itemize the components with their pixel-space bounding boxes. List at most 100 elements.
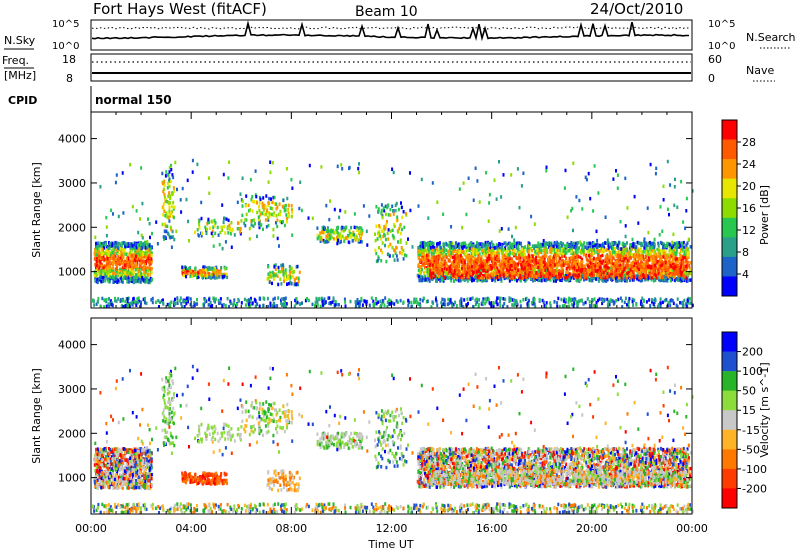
power-cell bbox=[577, 278, 580, 282]
power-cell bbox=[133, 275, 136, 279]
power-cell bbox=[95, 269, 98, 273]
power-cell bbox=[499, 273, 502, 278]
power-cell bbox=[557, 253, 560, 258]
power-cell bbox=[147, 248, 150, 253]
power-cell bbox=[551, 248, 554, 252]
power-cell bbox=[536, 247, 539, 252]
power-cell bbox=[610, 263, 613, 268]
power-cell bbox=[668, 267, 671, 272]
power-cell bbox=[127, 258, 130, 263]
power-cell bbox=[101, 257, 103, 261]
power-cell bbox=[611, 252, 614, 257]
power-cell bbox=[422, 253, 425, 258]
power-cell bbox=[450, 243, 453, 247]
power-cell bbox=[600, 260, 603, 264]
power-cell bbox=[438, 248, 441, 252]
power-cell bbox=[558, 260, 561, 264]
power-cell bbox=[658, 260, 661, 264]
power-cell bbox=[273, 265, 276, 269]
power-cell bbox=[572, 251, 575, 255]
power-cell bbox=[555, 267, 558, 271]
power-cell bbox=[527, 266, 530, 270]
power-cell bbox=[656, 259, 659, 264]
power-cell bbox=[558, 245, 561, 250]
power-cell bbox=[533, 244, 536, 248]
power-cell bbox=[582, 249, 585, 253]
power-cell bbox=[183, 268, 186, 272]
power-cell bbox=[506, 255, 509, 259]
power-cell bbox=[659, 240, 662, 245]
power-cell bbox=[658, 250, 660, 254]
power-cell bbox=[660, 249, 662, 253]
power-cell bbox=[597, 264, 600, 269]
power-cell bbox=[606, 256, 609, 261]
power-cell bbox=[127, 260, 130, 265]
power-cell bbox=[479, 269, 482, 273]
power-cell bbox=[555, 271, 558, 276]
power-cell bbox=[534, 260, 537, 265]
power-cell bbox=[283, 276, 286, 280]
power-cell bbox=[506, 259, 509, 263]
power-cell bbox=[150, 266, 153, 271]
power-cell bbox=[673, 273, 676, 277]
power-cell bbox=[489, 273, 492, 278]
power-cell bbox=[655, 258, 657, 262]
power-cell bbox=[569, 260, 572, 264]
power-cell bbox=[650, 276, 653, 280]
power-cell bbox=[570, 250, 573, 254]
power-cell bbox=[598, 259, 601, 264]
power-cell bbox=[561, 267, 564, 271]
power-cell bbox=[123, 259, 126, 264]
power-cell bbox=[129, 243, 132, 248]
power-cell bbox=[421, 257, 424, 261]
power-cell bbox=[650, 278, 653, 282]
power-cell bbox=[279, 270, 282, 274]
power-cell bbox=[274, 273, 277, 278]
power-cell bbox=[635, 245, 637, 250]
power-cell bbox=[196, 276, 198, 280]
power-cell bbox=[685, 254, 688, 259]
power-cell bbox=[438, 254, 441, 259]
power-cell bbox=[429, 275, 432, 279]
power-cell bbox=[125, 263, 128, 267]
power-cell bbox=[591, 252, 594, 256]
power-cell bbox=[602, 277, 605, 282]
power-cell bbox=[326, 231, 329, 235]
power-cell bbox=[453, 259, 456, 264]
power-cell bbox=[117, 278, 120, 283]
power-cell bbox=[686, 272, 689, 276]
power-cell bbox=[550, 242, 553, 247]
power-cell bbox=[103, 241, 106, 245]
power-cell bbox=[145, 261, 147, 266]
power-cell bbox=[432, 275, 435, 280]
power-cell bbox=[146, 244, 149, 248]
power-cell bbox=[268, 280, 271, 284]
power-cell bbox=[566, 249, 569, 254]
power-cell bbox=[523, 256, 526, 260]
power-cell bbox=[473, 256, 476, 261]
power-cell bbox=[552, 252, 555, 257]
power-cell bbox=[111, 251, 114, 255]
power-cell bbox=[639, 254, 642, 258]
power-cell bbox=[141, 261, 144, 265]
power-cell bbox=[96, 257, 98, 261]
power-cell bbox=[428, 277, 431, 281]
power-cell bbox=[333, 231, 336, 235]
power-cell bbox=[468, 248, 471, 253]
power-cell bbox=[150, 260, 153, 264]
power-cell bbox=[504, 275, 507, 280]
power-cell bbox=[431, 241, 434, 246]
power-cell bbox=[468, 274, 471, 278]
power-cell bbox=[618, 250, 621, 254]
power-cell bbox=[449, 266, 451, 270]
power-cell bbox=[337, 231, 340, 236]
power-cell bbox=[508, 246, 511, 250]
power-cell bbox=[483, 253, 486, 257]
power-cell bbox=[666, 253, 669, 257]
power-cell bbox=[529, 247, 532, 251]
power-cell bbox=[546, 277, 549, 281]
power-cell bbox=[666, 261, 669, 265]
power-cell bbox=[658, 247, 661, 251]
power-cell bbox=[646, 262, 649, 266]
power-cell bbox=[424, 268, 427, 272]
